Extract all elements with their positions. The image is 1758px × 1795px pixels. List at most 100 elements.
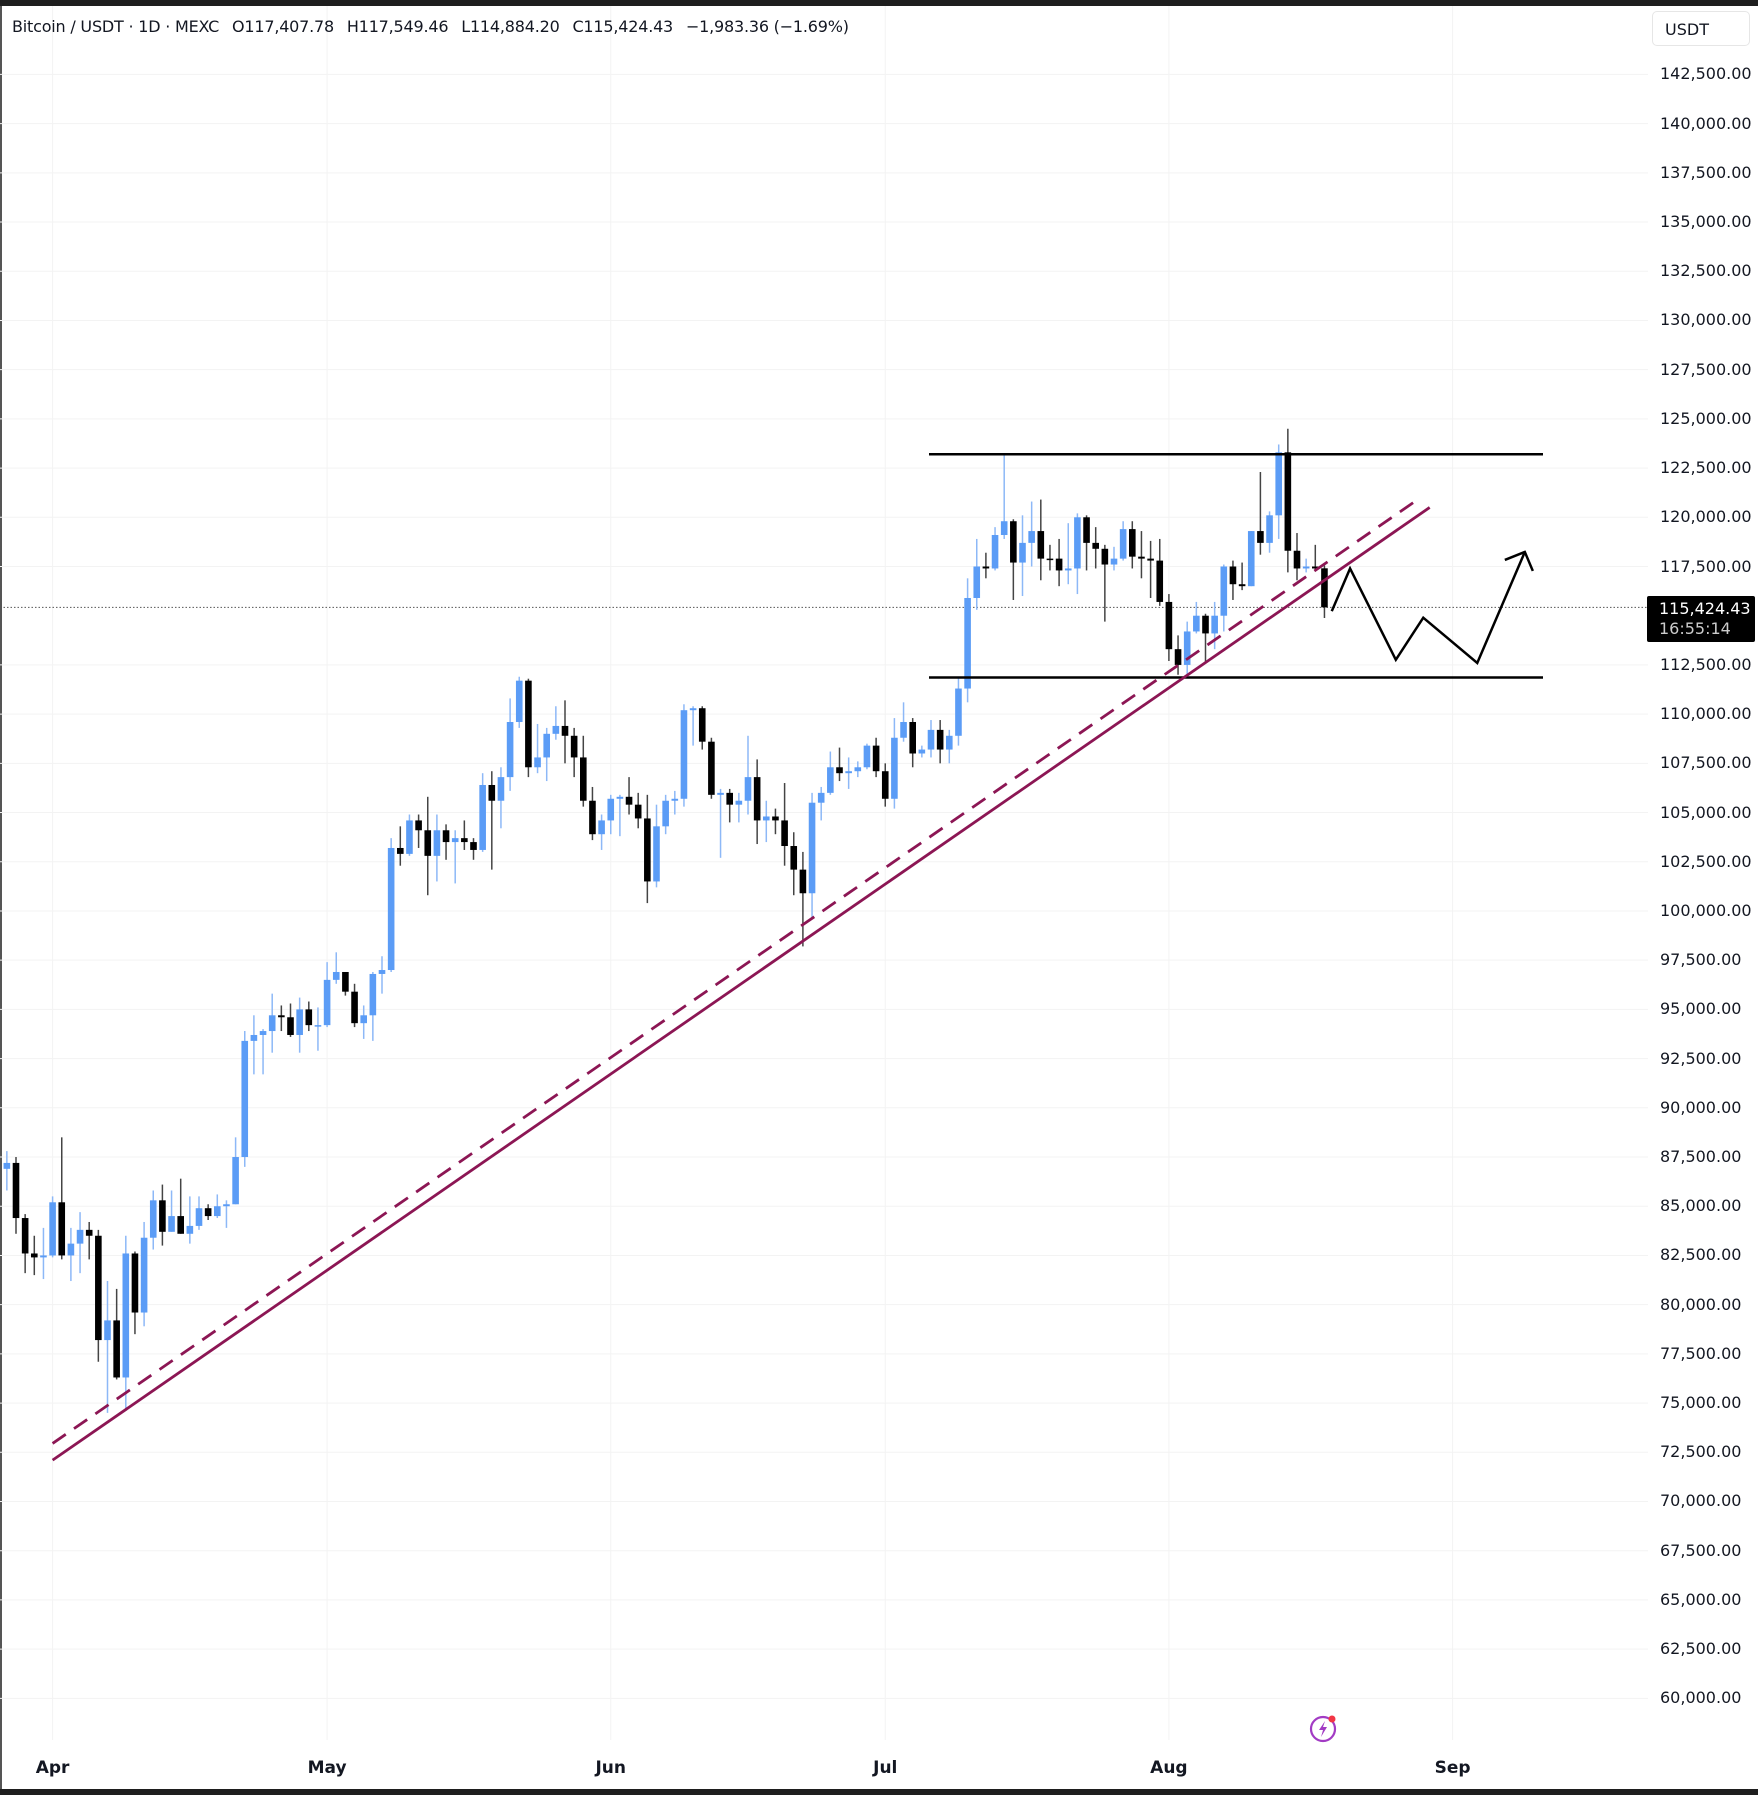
candle (1110, 546, 1118, 571)
candle (817, 786, 825, 821)
candle-body (58, 1202, 66, 1256)
candle-body (332, 971, 340, 980)
candle (735, 792, 743, 823)
candle-body (580, 757, 587, 801)
candle (168, 1190, 175, 1232)
price-tick-label: 142,500.00 (1660, 64, 1752, 84)
candle (387, 838, 395, 972)
candle-body (497, 777, 505, 801)
currency-button[interactable]: USDT (1652, 11, 1750, 46)
candle-body (708, 741, 715, 795)
price-tick-label: 110,000.00 (1660, 704, 1752, 724)
candle-body (168, 1216, 175, 1232)
candle (964, 578, 971, 703)
candle (159, 1184, 166, 1246)
candle (644, 794, 651, 904)
candle-body (250, 1034, 258, 1041)
candle-body (881, 771, 889, 799)
projection-arrowhead (1504, 550, 1534, 572)
candle (973, 538, 981, 610)
candle (305, 1001, 313, 1032)
candle (287, 1003, 294, 1037)
price-tick-label: 102,500.00 (1660, 851, 1752, 871)
candle (717, 788, 724, 858)
candle-body (131, 1253, 139, 1313)
price-change: −1,983.36 (−1.69%) (685, 17, 849, 36)
candle (40, 1227, 47, 1280)
candle (1000, 454, 1008, 539)
candle-body (1183, 631, 1191, 665)
candle-body (772, 816, 779, 821)
candle-body (1083, 517, 1090, 543)
candle (1321, 565, 1328, 618)
candle-body (1147, 558, 1154, 561)
candle (1101, 544, 1109, 622)
candle (397, 826, 404, 866)
candle-body (1110, 558, 1118, 565)
candle (85, 1221, 93, 1260)
candle-body (186, 1225, 194, 1234)
candle (250, 1015, 258, 1075)
candle (424, 796, 432, 896)
candle-body (177, 1216, 184, 1234)
candle-body (955, 688, 962, 736)
lightning-alert-icon[interactable] (1307, 1712, 1339, 1744)
candle (1019, 515, 1026, 597)
candle-body (936, 729, 944, 750)
candle (1183, 621, 1191, 675)
candle-body (424, 830, 432, 856)
candle-body (1055, 558, 1063, 571)
candle-body (232, 1157, 239, 1205)
candle-body (1046, 558, 1054, 561)
candle (278, 1005, 285, 1032)
candle-body (909, 722, 916, 754)
candle (31, 1235, 38, 1276)
ohlc-high: H117,549.46 (346, 17, 449, 36)
candle (360, 1005, 367, 1039)
candle-body (1074, 517, 1081, 569)
candle-body (31, 1253, 38, 1258)
candle-body (1174, 649, 1182, 665)
candle (689, 706, 697, 746)
time-tick-label: Jun (595, 1758, 627, 1778)
candle (991, 527, 999, 571)
last-price-value: 115,424.43 (1659, 599, 1751, 618)
candle-body (1266, 515, 1273, 543)
candle-body (726, 792, 733, 805)
candle-body (918, 749, 926, 754)
candle (1046, 544, 1054, 571)
candle (268, 993, 276, 1053)
ohlc-low: L114,884.20 (461, 17, 560, 36)
candle (552, 706, 560, 740)
price-tick-label: 100,000.00 (1660, 900, 1752, 920)
candle-body (140, 1237, 148, 1313)
price-tick-label: 137,500.00 (1660, 162, 1752, 182)
candle (625, 777, 633, 815)
candle-body (76, 1229, 84, 1244)
candle-body (744, 777, 752, 801)
candle-body (872, 745, 880, 772)
candle-body (552, 725, 560, 734)
candle (1229, 560, 1237, 600)
price-tick-label: 135,000.00 (1660, 212, 1752, 232)
candle-body (589, 800, 596, 835)
candle (863, 743, 871, 770)
candle (808, 792, 816, 919)
candle-body (278, 1015, 285, 1018)
symbol-title[interactable]: Bitcoin / USDT · 1D · MEXC (12, 17, 220, 36)
candle-body (323, 979, 331, 1026)
candle-body (387, 847, 395, 971)
candle-body (506, 722, 514, 778)
candle-body (1138, 556, 1145, 559)
candle (76, 1212, 84, 1274)
candle-body (525, 680, 532, 768)
candle-body (397, 847, 404, 854)
candle-body (1028, 531, 1035, 543)
candle-body (607, 798, 615, 821)
price-tick-label: 90,000.00 (1660, 1097, 1742, 1117)
candle (113, 1288, 120, 1380)
candle (1119, 521, 1127, 561)
candle-body (982, 566, 990, 569)
candle-body (67, 1243, 75, 1256)
